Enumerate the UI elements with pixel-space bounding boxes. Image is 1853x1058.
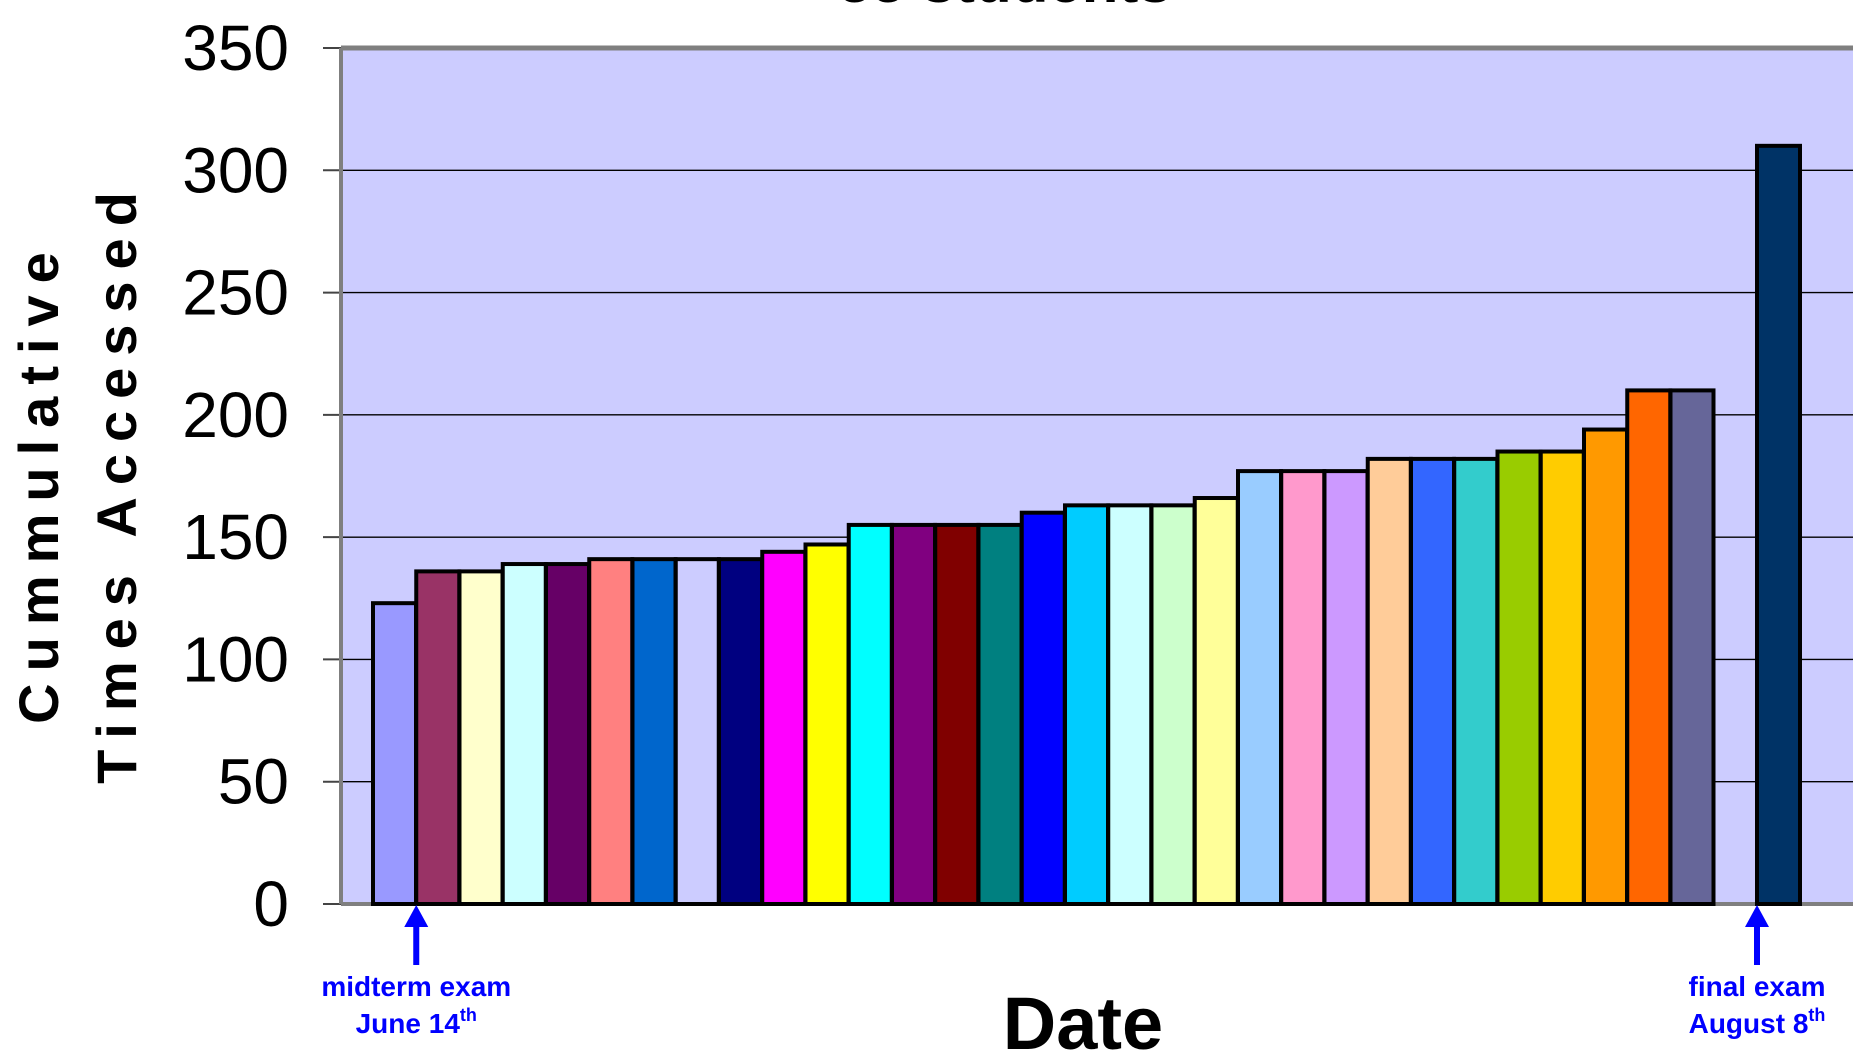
bar: [414, 569, 462, 907]
y-tick-label: 250: [182, 257, 289, 329]
bars: [371, 143, 1802, 907]
x-axis-label: Date: [1003, 982, 1163, 1058]
y-axis-label-line-2: Times Accessed: [85, 180, 148, 784]
y-tick-label: 150: [182, 501, 289, 573]
bar: [1409, 456, 1456, 906]
annotation-arrowhead: [1745, 905, 1769, 927]
bar: [976, 522, 1024, 907]
y-tick-label: 300: [182, 134, 289, 206]
bar: [760, 549, 808, 906]
annotation-date-suffix: th: [1808, 1005, 1825, 1025]
bar: [1625, 388, 1673, 906]
bar: [846, 522, 894, 907]
annotation-line-2: June 14th: [356, 1005, 477, 1039]
bar: [890, 522, 937, 907]
bar: [1279, 469, 1327, 906]
bar: [1322, 469, 1370, 906]
bar: [1236, 469, 1283, 906]
bar: [1755, 143, 1802, 907]
bar: [1019, 510, 1067, 907]
y-tick-label: 0: [253, 868, 289, 940]
annotation-date: August 8: [1689, 1008, 1809, 1039]
bar: [457, 569, 505, 907]
bar: [371, 601, 418, 906]
y-axis-label-line-1: Cummulative: [7, 240, 70, 724]
bar: [630, 557, 678, 906]
y-axis-label: Cummulative Times Accessed: [7, 180, 148, 784]
bar: [1365, 456, 1413, 906]
bar: [1149, 503, 1197, 906]
bar: [1495, 449, 1543, 906]
annotation-date: June 14: [356, 1008, 461, 1039]
bar: [1668, 388, 1716, 906]
bar: [544, 562, 591, 906]
bar: [933, 522, 981, 907]
chart-title: 55 students: [838, 0, 1171, 15]
annotation-arrowhead: [404, 905, 429, 927]
bar: [500, 562, 548, 906]
annotation-line-1: final exam: [1689, 971, 1826, 1002]
bar: [1452, 456, 1500, 906]
y-tick-label: 100: [182, 623, 289, 695]
bar: [1063, 503, 1110, 906]
bar: [717, 557, 764, 906]
y-axis: 0 50 100 150 200 250 300 350: [182, 12, 1853, 940]
annotation-line-2: August 8th: [1689, 1005, 1826, 1039]
bar: [587, 557, 635, 906]
bar: [1582, 427, 1629, 906]
y-tick-label: 200: [182, 379, 289, 451]
y-tick-label: 50: [218, 746, 289, 818]
bar: [1538, 449, 1586, 906]
bar: [673, 557, 721, 906]
annotation-line-1: midterm exam: [321, 971, 511, 1002]
y-tick-label: 350: [182, 12, 289, 84]
bar: [1192, 496, 1240, 906]
bar: [803, 542, 851, 906]
bar: [1106, 503, 1154, 906]
annotation-date-suffix: th: [460, 1005, 477, 1025]
